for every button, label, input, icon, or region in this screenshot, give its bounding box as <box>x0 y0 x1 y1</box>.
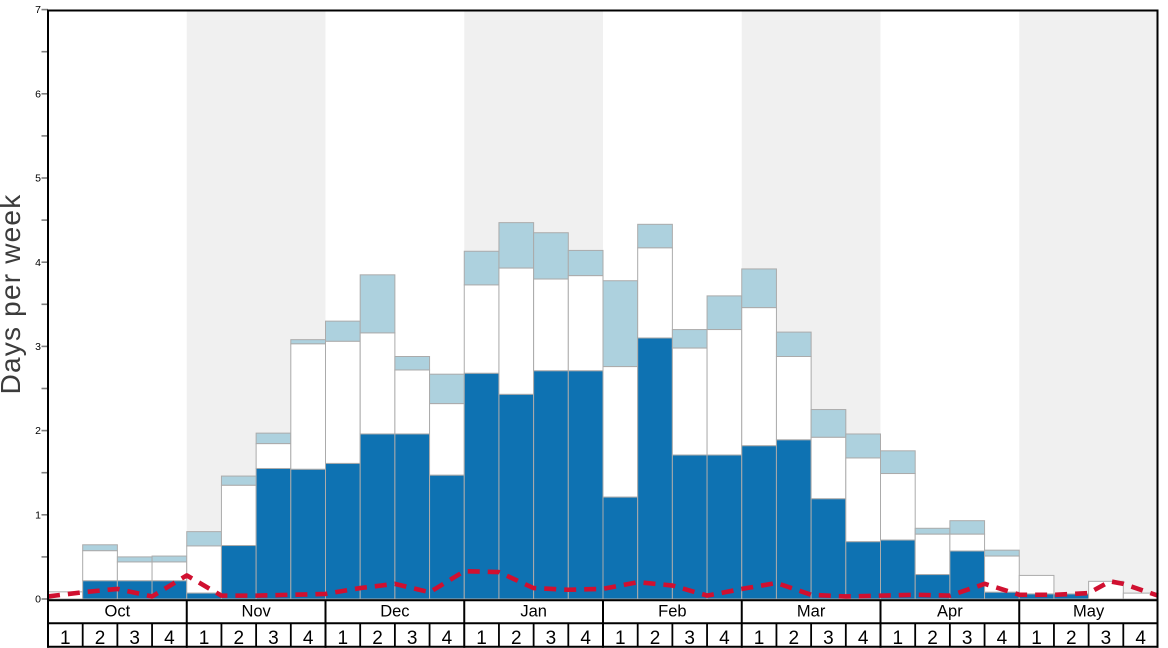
svg-text:3: 3 <box>407 628 418 648</box>
svg-text:2: 2 <box>650 628 661 648</box>
svg-text:3: 3 <box>962 628 973 648</box>
svg-text:1: 1 <box>338 628 349 648</box>
svg-text:4: 4 <box>1135 628 1146 648</box>
svg-text:3: 3 <box>1101 628 1112 648</box>
svg-text:2: 2 <box>35 425 41 437</box>
svg-text:3: 3 <box>35 341 41 353</box>
svg-text:4: 4 <box>997 628 1008 648</box>
svg-text:Jan: Jan <box>520 602 547 620</box>
svg-text:2: 2 <box>788 628 799 648</box>
svg-text:2: 2 <box>95 628 106 648</box>
svg-text:2: 2 <box>372 628 383 648</box>
svg-text:4: 4 <box>35 257 41 269</box>
svg-text:6: 6 <box>35 88 41 100</box>
svg-text:2: 2 <box>511 628 522 648</box>
svg-text:2: 2 <box>1066 628 1077 648</box>
svg-text:4: 4 <box>580 628 591 648</box>
svg-text:5: 5 <box>35 173 41 185</box>
svg-text:Mar: Mar <box>797 602 826 620</box>
svg-text:3: 3 <box>268 628 279 648</box>
svg-text:Dec: Dec <box>380 602 409 620</box>
svg-text:4: 4 <box>442 628 453 648</box>
svg-text:4: 4 <box>303 628 314 648</box>
svg-text:1: 1 <box>893 628 904 648</box>
svg-text:1: 1 <box>199 628 210 648</box>
svg-text:1: 1 <box>35 509 41 521</box>
svg-text:2: 2 <box>233 628 244 648</box>
svg-text:1: 1 <box>1031 628 1042 648</box>
svg-text:3: 3 <box>684 628 695 648</box>
svg-text:1: 1 <box>60 628 71 648</box>
svg-text:1: 1 <box>754 628 765 648</box>
svg-text:Feb: Feb <box>658 602 686 620</box>
svg-text:3: 3 <box>823 628 834 648</box>
svg-text:1: 1 <box>615 628 626 648</box>
svg-text:Days per week: Days per week <box>0 194 26 395</box>
svg-text:2: 2 <box>927 628 938 648</box>
svg-text:Nov: Nov <box>241 602 271 620</box>
svg-text:4: 4 <box>719 628 730 648</box>
svg-text:1: 1 <box>476 628 487 648</box>
svg-text:4: 4 <box>164 628 175 648</box>
svg-text:Oct: Oct <box>105 602 131 620</box>
svg-text:3: 3 <box>129 628 140 648</box>
svg-text:3: 3 <box>546 628 557 648</box>
svg-text:4: 4 <box>858 628 869 648</box>
svg-text:May: May <box>1073 602 1105 620</box>
svg-text:Apr: Apr <box>937 602 963 620</box>
svg-text:7: 7 <box>35 4 41 16</box>
svg-text:0: 0 <box>35 594 41 606</box>
